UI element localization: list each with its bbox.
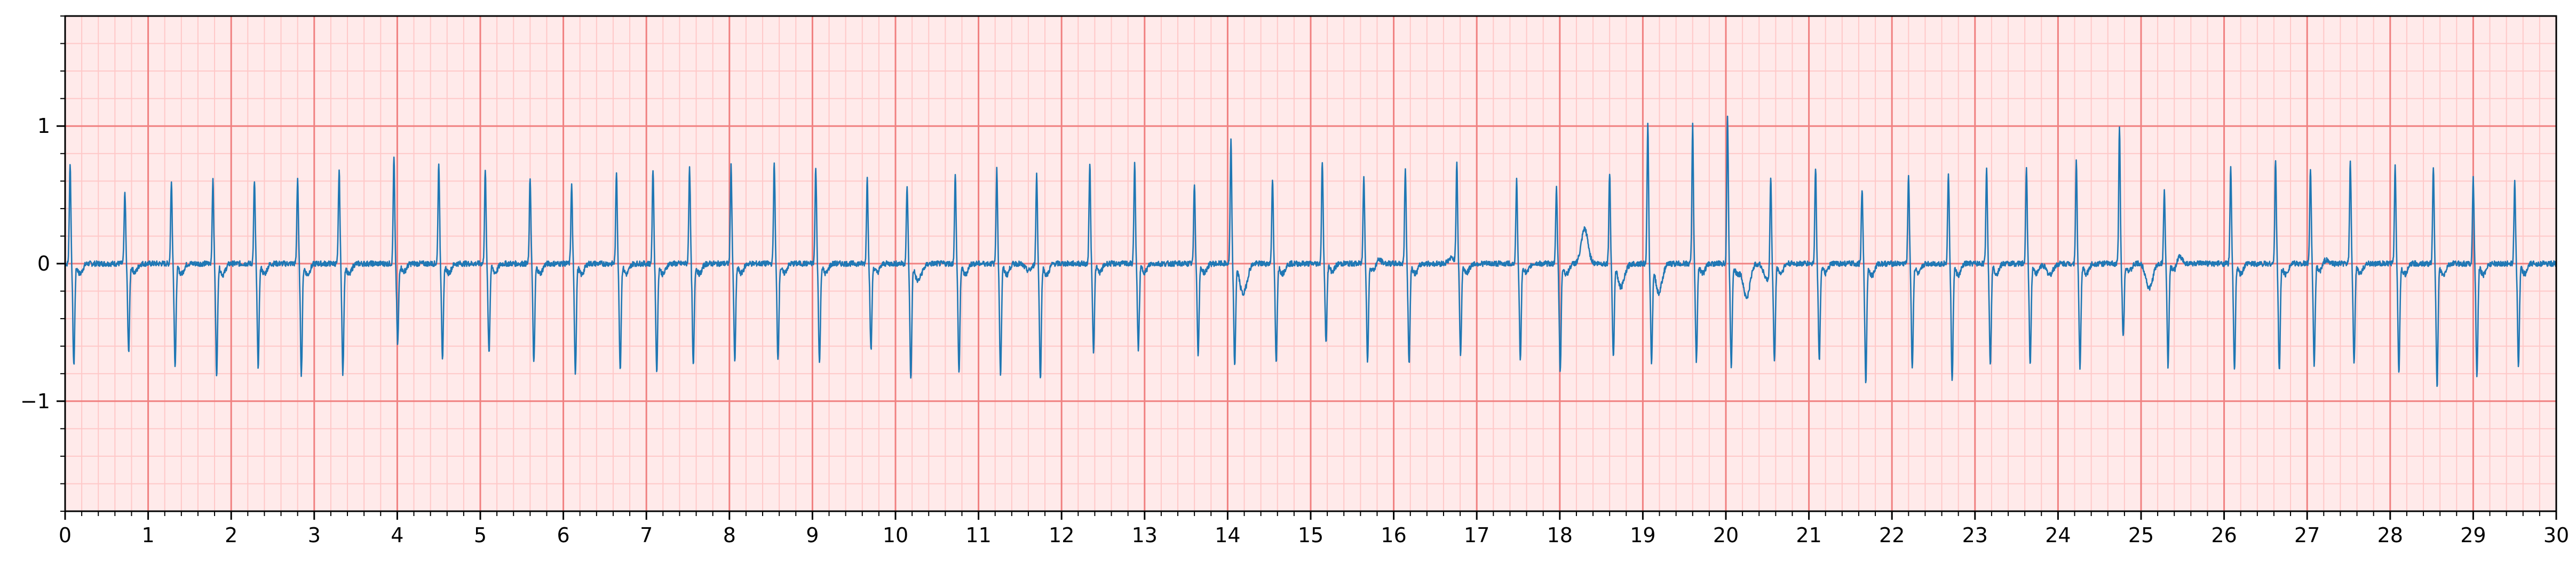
x-tick-label: 30 bbox=[2543, 524, 2569, 547]
y-tick-label: −1 bbox=[20, 390, 50, 413]
x-tick-label: 15 bbox=[1298, 524, 1323, 547]
ecg-signal-line bbox=[65, 115, 2557, 387]
x-tick-label: 23 bbox=[1962, 524, 1988, 547]
x-tick-label: 3 bbox=[308, 524, 321, 547]
x-tick-label: 16 bbox=[1381, 524, 1406, 547]
x-tick-label: 11 bbox=[965, 524, 991, 547]
x-tick-label: 14 bbox=[1215, 524, 1240, 547]
x-tick-label: 12 bbox=[1049, 524, 1074, 547]
x-tick-label: 4 bbox=[391, 524, 403, 547]
ecg-signal-group bbox=[65, 115, 2557, 387]
x-tick-label: 28 bbox=[2377, 524, 2403, 547]
x-tick-label: 21 bbox=[1796, 524, 1821, 547]
x-tick-label: 29 bbox=[2460, 524, 2486, 547]
x-tick-label: 22 bbox=[1879, 524, 1905, 547]
x-tick-label: 26 bbox=[2211, 524, 2237, 547]
y-tick-label: 1 bbox=[37, 114, 50, 138]
x-tick-label: 5 bbox=[474, 524, 487, 547]
x-tick-label: 6 bbox=[557, 524, 570, 547]
x-tick-label: 10 bbox=[883, 524, 908, 547]
x-tick-label: 24 bbox=[2045, 524, 2071, 547]
x-tick-label: 17 bbox=[1464, 524, 1489, 547]
x-tick-label: 1 bbox=[142, 524, 155, 547]
x-tick-label: 7 bbox=[640, 524, 653, 547]
x-tick-label: 0 bbox=[59, 524, 72, 547]
y-axis: 1 0 −1 bbox=[20, 15, 65, 512]
x-tick-label: 18 bbox=[1547, 524, 1573, 547]
x-tick-label: 13 bbox=[1132, 524, 1158, 547]
y-tick-label: 0 bbox=[37, 252, 50, 275]
x-tick-label: 20 bbox=[1713, 524, 1739, 547]
x-tick-label: 27 bbox=[2294, 524, 2320, 547]
x-tick-label: 25 bbox=[2128, 524, 2154, 547]
x-tick-label: 19 bbox=[1630, 524, 1655, 547]
x-tick-label: 9 bbox=[806, 524, 819, 547]
x-tick-label: 2 bbox=[225, 524, 237, 547]
x-tick-label: 8 bbox=[723, 524, 736, 547]
x-axis: 0 1 2 3 4 5 6 7 8 9 10 11 12 13 14 15 16 17 18 19 20 21 22 23 24… bbox=[59, 511, 2569, 547]
